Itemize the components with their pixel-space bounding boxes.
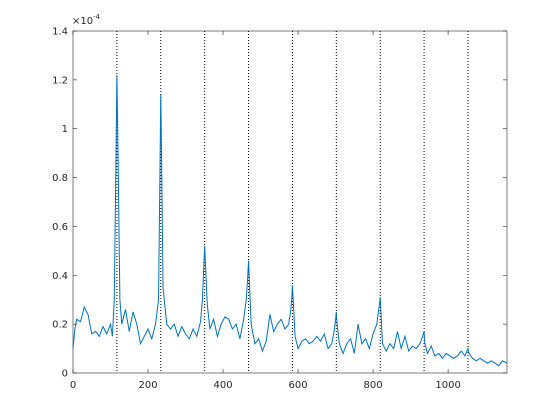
y-tick-label: 1 — [62, 124, 68, 135]
data-line — [72, 74, 508, 367]
y-multiplier-base: ×10 — [72, 16, 93, 27]
y-tick-label: 0.8 — [52, 173, 68, 184]
x-tick-label: 1000 — [435, 380, 460, 391]
y-tick-label: 0.6 — [52, 222, 68, 233]
y-tick-label: 0.2 — [52, 320, 68, 331]
x-tick-label: 200 — [138, 380, 157, 391]
y-tick-label: 0.4 — [52, 271, 68, 282]
x-tick-label: 0 — [70, 380, 76, 391]
x-tick-label: 400 — [213, 380, 232, 391]
y-tick-label: 1.4 — [52, 27, 68, 38]
y-multiplier-exponent: -4 — [93, 13, 101, 21]
plot-area — [72, 30, 508, 374]
x-tick-label: 600 — [289, 380, 308, 391]
x-tick-label: 800 — [364, 380, 383, 391]
y-tick-label: 0 — [62, 369, 68, 380]
y-tick-label: 1.2 — [52, 75, 68, 86]
